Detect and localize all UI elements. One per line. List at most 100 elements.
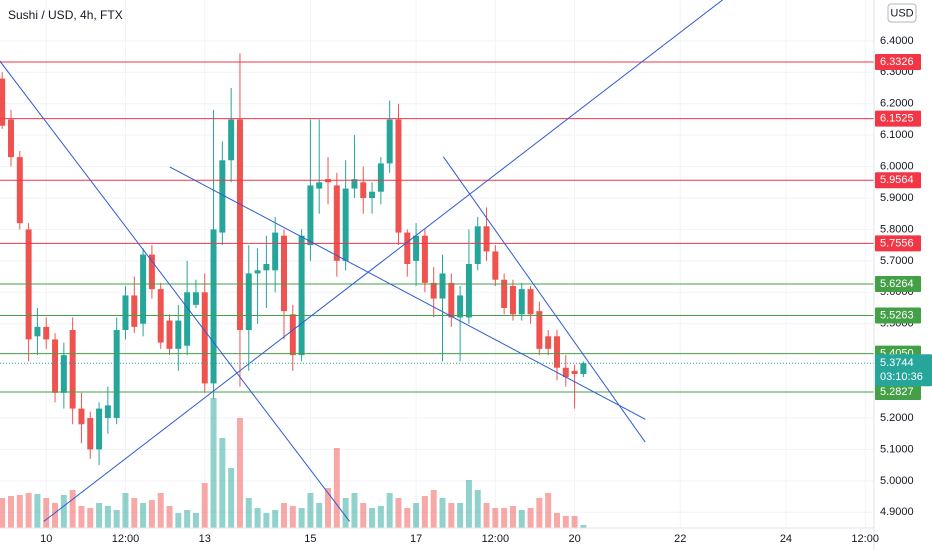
volume-bar bbox=[148, 500, 155, 528]
volume-bar bbox=[272, 510, 279, 528]
volume-bar bbox=[501, 508, 508, 528]
volume-bar bbox=[553, 513, 560, 528]
candle-body bbox=[281, 235, 287, 312]
price-badge-label: 6.1525 bbox=[880, 113, 914, 125]
volume-bar bbox=[122, 493, 129, 528]
countdown-label: 03:10:36 bbox=[880, 371, 923, 383]
candle-body bbox=[78, 408, 85, 425]
volume-bar bbox=[236, 418, 243, 528]
x-tick-label: 10 bbox=[40, 533, 52, 545]
volume-bar bbox=[316, 503, 323, 528]
trend-line bbox=[442, 156, 646, 443]
candle-body bbox=[219, 160, 226, 233]
volume-bar bbox=[140, 503, 147, 528]
candle-body bbox=[52, 339, 59, 393]
volume-bar bbox=[342, 498, 349, 528]
candle-body bbox=[413, 235, 420, 261]
y-tick-label: 5.9000 bbox=[880, 192, 914, 204]
candle-body bbox=[316, 182, 323, 189]
candle-body bbox=[369, 191, 376, 198]
candle-body bbox=[175, 320, 182, 349]
candle-body bbox=[360, 182, 367, 198]
candle-body bbox=[60, 355, 67, 393]
candle-body bbox=[43, 326, 50, 340]
x-tick-label: 12:00 bbox=[851, 533, 879, 545]
volume-bar bbox=[369, 508, 376, 528]
candle-body bbox=[430, 282, 437, 299]
x-tick-label: 13 bbox=[199, 533, 211, 545]
candle-body bbox=[192, 292, 199, 305]
price-badge bbox=[875, 54, 921, 71]
candle-body bbox=[421, 235, 428, 283]
candle-body bbox=[228, 119, 235, 161]
volume-bar bbox=[360, 503, 367, 528]
candle-body bbox=[289, 314, 296, 356]
candle-body bbox=[351, 179, 358, 189]
candle-body bbox=[474, 226, 481, 264]
y-tick-label: 5.2000 bbox=[880, 412, 914, 424]
last-price-badge bbox=[875, 354, 932, 387]
volume-bar bbox=[474, 490, 481, 528]
candle-body bbox=[553, 336, 560, 368]
volume-bar bbox=[413, 503, 420, 528]
volume-bar bbox=[351, 493, 358, 528]
volume-bar bbox=[571, 516, 578, 528]
candle-body bbox=[395, 119, 402, 233]
price-badge bbox=[875, 275, 921, 292]
volume-bar bbox=[465, 480, 472, 528]
y-tick-label: 5.8000 bbox=[880, 223, 914, 235]
volume-bar bbox=[325, 488, 332, 528]
volume-bar bbox=[536, 498, 543, 528]
plot-area bbox=[0, 0, 874, 528]
trend-line bbox=[43, 0, 724, 522]
y-tick-label: 5.7000 bbox=[880, 255, 914, 267]
volume-bar bbox=[192, 513, 199, 528]
candle-body bbox=[166, 320, 173, 349]
volume-bar bbox=[518, 510, 525, 528]
volume-bar bbox=[131, 498, 138, 528]
volume-bar bbox=[483, 503, 490, 528]
y-tick-label: 6.2000 bbox=[880, 98, 914, 110]
candle-body bbox=[298, 235, 305, 356]
currency-box[interactable] bbox=[887, 3, 917, 23]
candle-body bbox=[104, 405, 111, 418]
candle-body bbox=[465, 264, 472, 318]
volume-bar bbox=[254, 508, 261, 528]
x-tick-label: 15 bbox=[304, 533, 316, 545]
volume-bar bbox=[281, 503, 287, 528]
candle-body bbox=[545, 336, 552, 349]
volume-bar bbox=[16, 495, 23, 528]
y-tick-label: 6.1000 bbox=[880, 129, 914, 141]
candle-body bbox=[307, 185, 314, 246]
candle-body bbox=[333, 185, 340, 261]
candle-body bbox=[448, 282, 455, 318]
candle-body bbox=[87, 418, 94, 450]
price-badge-label: 6.3326 bbox=[880, 56, 914, 68]
volume-bar bbox=[430, 490, 437, 528]
candle-body bbox=[148, 254, 155, 290]
volume-bar bbox=[289, 506, 296, 528]
candle-body bbox=[562, 367, 569, 378]
candle-body bbox=[377, 163, 384, 192]
volume-bar bbox=[60, 495, 67, 528]
candle-body bbox=[518, 289, 525, 315]
candle-body bbox=[571, 370, 578, 374]
volume-bar bbox=[78, 506, 85, 528]
volume-bar bbox=[52, 503, 59, 528]
x-tick-label: 12:00 bbox=[112, 533, 140, 545]
price-badge-label: 5.6264 bbox=[880, 278, 914, 290]
candle-body bbox=[386, 119, 393, 164]
candle-body bbox=[236, 119, 243, 330]
volume-bar bbox=[69, 490, 76, 528]
price-badge bbox=[875, 110, 921, 127]
volume-bar bbox=[166, 506, 173, 528]
volume-bar bbox=[457, 503, 464, 528]
candle-body bbox=[69, 330, 76, 409]
volume-bar bbox=[580, 525, 587, 528]
volume-bar bbox=[184, 510, 191, 528]
currency-label[interactable]: USD bbox=[890, 7, 913, 19]
volume-bar bbox=[175, 513, 182, 528]
grid bbox=[0, 0, 874, 528]
candle-body bbox=[404, 232, 411, 264]
